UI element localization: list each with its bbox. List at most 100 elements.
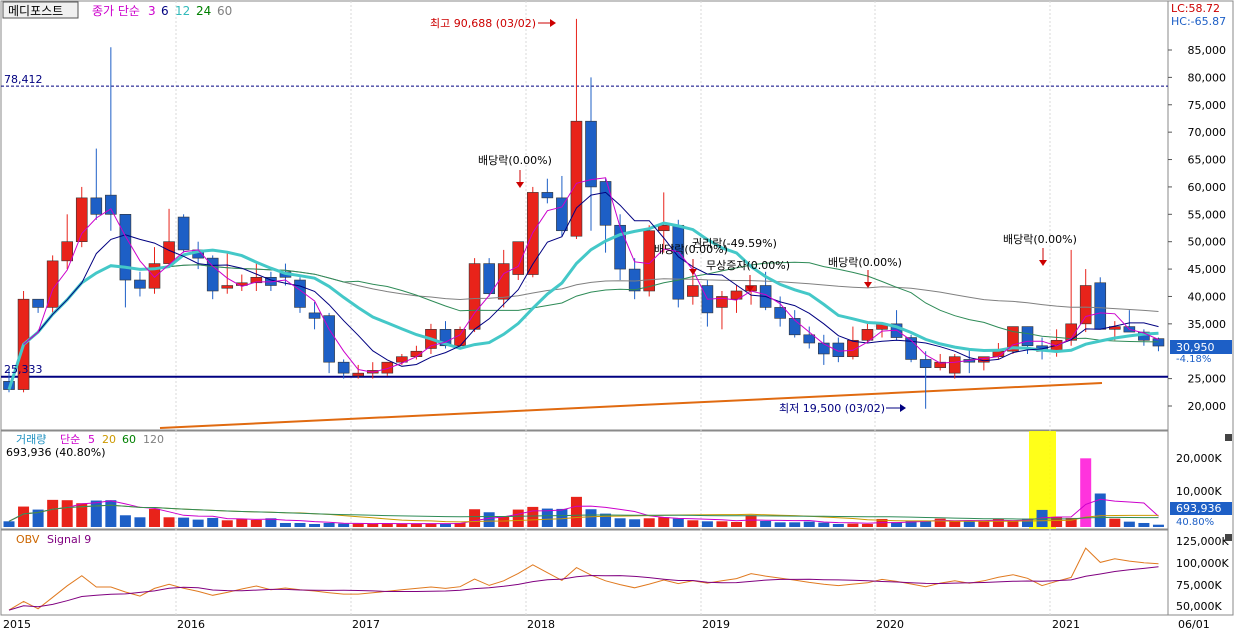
volume-bar: [920, 520, 932, 527]
high-arrow-head: [550, 19, 556, 27]
event-arrow-head: [864, 282, 872, 288]
price-tick-label: 50,000: [1188, 236, 1227, 249]
obv-tick-75000k: 75,000K: [1176, 579, 1222, 592]
candle-body: [512, 241, 525, 275]
volume-bar: [570, 496, 582, 527]
volume-bar: [61, 500, 73, 527]
volume-bar: [236, 518, 248, 527]
volume-ma60-line: [8, 504, 1159, 522]
ma24-line: [8, 261, 1159, 390]
x-label-2021: 2021: [1052, 618, 1080, 631]
volume-bar: [1022, 518, 1033, 527]
candle-body: [1079, 285, 1092, 325]
candle-body: [337, 361, 350, 374]
candle-body: [541, 192, 554, 199]
obv-signal-line: [8, 566, 1159, 611]
candle-body: [599, 181, 612, 226]
candle-body: [716, 296, 728, 308]
volume-info: 693,936 (40.80%): [6, 446, 106, 459]
volume-bar: [818, 522, 830, 527]
lc-value: LC:58.72: [1171, 2, 1220, 15]
volume-close-button[interactable]: [1225, 434, 1232, 441]
annotation-bonus-issue: 무상증자(0.00%): [706, 259, 790, 272]
obv-close-button[interactable]: [1225, 534, 1232, 541]
volume-bar: [745, 515, 757, 527]
price-tick-label: 40,000: [1188, 290, 1227, 303]
candle-body: [439, 329, 452, 347]
volume-bar: [381, 523, 393, 527]
annotation-dividend-2017: 배당락(0.00%): [478, 154, 552, 167]
volume-bar: [279, 522, 291, 527]
volume-bar: [425, 523, 437, 527]
volume-bar: [847, 523, 859, 527]
candle-body: [454, 329, 466, 347]
x-label-2018: 2018: [527, 618, 555, 631]
candle-body: [90, 197, 103, 215]
annotation-low: 최저 19,500 (03/02): [779, 402, 885, 415]
volume-bar: [716, 521, 728, 527]
volume-bar: [309, 523, 321, 527]
volume-bar: [32, 509, 44, 527]
candle-body: [46, 260, 59, 308]
candle-body: [396, 356, 408, 363]
x-label-2016: 2016: [177, 618, 205, 631]
candle-body: [861, 329, 874, 341]
obv-tick-125000k: 125,000K: [1176, 535, 1229, 548]
hline-high-label: 78,412: [4, 73, 43, 86]
obv-panel: [0, 529, 1169, 616]
volume-ma-120: 120: [143, 433, 164, 446]
candle-body: [803, 334, 816, 344]
candle-body: [134, 279, 146, 289]
volume-bar: [963, 520, 975, 527]
volume-bar: [556, 508, 568, 527]
x-label-2020: 2020: [876, 618, 904, 631]
volume-bar: [76, 503, 88, 527]
volume-bar: [265, 518, 277, 527]
volume-ma-20: 20: [102, 433, 116, 446]
volume-bar: [949, 521, 961, 527]
volume-bar: [832, 523, 844, 527]
volume-bar: [934, 518, 946, 527]
volume-tick-20000k: 20,000K: [1176, 452, 1222, 465]
price-tick-label: 60,000: [1188, 181, 1227, 194]
volume-bar: [3, 521, 15, 527]
volume-bar: [905, 520, 917, 527]
volume-bar: [1152, 524, 1164, 527]
volume-bar: [658, 517, 670, 527]
event-arrow-head: [516, 182, 524, 188]
volume-bar: [992, 518, 1004, 527]
volume-bar: [323, 522, 335, 527]
price-tick-label: 55,000: [1188, 208, 1227, 221]
candle-body: [323, 315, 335, 363]
volume-bar: [600, 513, 612, 527]
ma6-line: [23, 191, 1159, 367]
hc-value: HC:-65.87: [1171, 15, 1226, 28]
volume-ma5-line: [8, 498, 1159, 525]
candle-body: [585, 120, 597, 188]
annotation-dividend-2020: 배당락(0.00%): [1003, 233, 1077, 246]
volume-bar: [498, 516, 510, 527]
candle-body: [556, 197, 568, 232]
ma-period-6: 6: [161, 4, 169, 18]
candle-body: [919, 359, 932, 368]
volume-bar: [643, 518, 655, 527]
volume-bar: [774, 522, 786, 527]
volume-bar: [396, 523, 408, 527]
volume-bar: [18, 506, 30, 527]
ma-period-12: 12: [175, 4, 190, 18]
volume-bar: [1007, 520, 1019, 527]
x-label-2017: 2017: [352, 618, 380, 631]
candle-body: [774, 307, 786, 319]
candle-body: [614, 224, 626, 270]
volume-bar: [541, 508, 553, 527]
volume-bar: [701, 521, 713, 527]
volume-bar: [1080, 458, 1092, 527]
stock-name-box[interactable]: [2, 1, 79, 19]
volume-bar: [454, 522, 466, 527]
candle-body: [628, 268, 641, 292]
price-tick-label: 35,000: [1188, 318, 1227, 331]
price-tick-label: 25,000: [1188, 373, 1227, 386]
annotation-dividend-2019: 배당락(0.00%): [828, 256, 902, 269]
candle-body: [221, 285, 234, 289]
